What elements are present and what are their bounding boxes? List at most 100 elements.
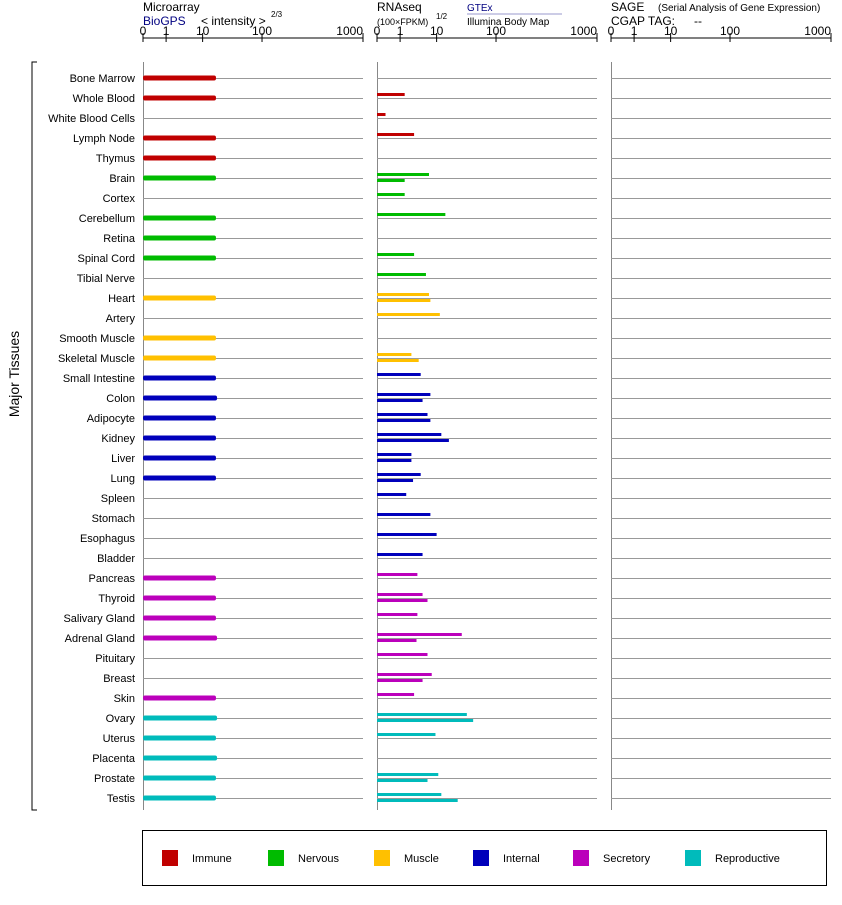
tissue-row: Testis: [107, 793, 458, 805]
rnaseq-bar: [377, 599, 428, 602]
legend-label: Immune: [192, 853, 232, 865]
rnaseq-bar: [377, 419, 431, 422]
rnaseq-bar: [377, 359, 419, 362]
microarray-bar: [143, 255, 216, 261]
legend-item-secretory: Secretory: [573, 850, 651, 866]
tissue-row: Kidney: [101, 433, 449, 445]
tissue-label: Lymph Node: [73, 133, 135, 145]
tissue-label: Salivary Gland: [63, 613, 135, 625]
microarray-bar: [143, 715, 218, 721]
microarray-tick-label: 100: [252, 24, 272, 38]
rnaseq-bar: [377, 353, 412, 356]
rnaseq-bar: [377, 613, 418, 616]
rnaseq-bar: [377, 439, 449, 442]
rnaseq-bar: [377, 293, 429, 296]
tissue-label: White Blood Cells: [48, 113, 135, 125]
microarray-bar: [143, 475, 216, 481]
tissue-row: Whole Blood: [73, 93, 405, 105]
microarray-bar: [143, 375, 216, 381]
legend-item-nervous: Nervous: [268, 850, 339, 866]
tissue-label: Ovary: [106, 713, 136, 725]
tissue-label: Pituitary: [95, 653, 135, 665]
tissue-row: Breast: [103, 673, 432, 685]
microarray-bar: [143, 455, 216, 461]
legend-label: Secretory: [603, 853, 651, 865]
rnaseq-bar: [377, 473, 421, 476]
rnaseq-bar: [377, 413, 428, 416]
tissue-row: Spleen: [101, 493, 407, 505]
tissue-label: Retina: [103, 233, 136, 245]
tissue-label: Thymus: [96, 153, 136, 165]
tissue-label: Heart: [108, 293, 135, 305]
tissue-label: Testis: [107, 793, 136, 805]
microarray-bar: [143, 295, 216, 301]
rnaseq-bar: [377, 213, 446, 216]
tissue-label: Brain: [109, 173, 135, 185]
tissue-label: Pancreas: [89, 573, 136, 585]
rnaseq-title: RNAseq: [377, 0, 422, 14]
rnaseq-bar: [377, 479, 414, 482]
legend-swatch: [268, 850, 284, 866]
sage-tick-label: 10: [664, 24, 678, 38]
microarray-unit: < intensity >: [201, 14, 266, 28]
tissue-label: Breast: [103, 673, 135, 685]
tissue-label: Stomach: [92, 513, 135, 525]
tissue-label: Skin: [114, 693, 135, 705]
microarray-source: BioGPS: [143, 14, 186, 28]
tissue-row: Skin: [114, 693, 415, 705]
rnaseq-bar: [377, 679, 423, 682]
sage-tick-label: 1000: [804, 24, 831, 38]
sage-subtitle: (Serial Analysis of Gene Expression): [658, 3, 820, 14]
microarray-panel: 0 1 10 100 1000: [140, 24, 364, 810]
tissue-row: Pancreas: [89, 573, 418, 585]
rnaseq-bar: [377, 299, 431, 302]
microarray-bar: [143, 695, 216, 701]
rnaseq-exponent: 1/2: [436, 12, 448, 21]
microarray-bar: [143, 595, 216, 601]
microarray-tick-label: 1: [163, 24, 170, 38]
microarray-tick-label: 0: [140, 24, 147, 38]
rnaseq-bar: [377, 733, 436, 736]
legend-item-muscle: Muscle: [374, 850, 439, 866]
rnaseq-panel: 0 1 10 100 1000: [374, 24, 598, 810]
legend-swatch: [473, 850, 489, 866]
tissue-label: Spinal Cord: [78, 253, 135, 265]
rnaseq-bar: [377, 173, 429, 176]
rnaseq-bar: [377, 533, 437, 536]
microarray-bar: [143, 175, 216, 181]
microarray-bar: [143, 215, 216, 221]
microarray-exponent: 2/3: [271, 10, 283, 19]
tissue-row: Adipocyte: [87, 413, 431, 425]
microarray-bar: [143, 135, 216, 141]
rnaseq-bar: [377, 459, 412, 462]
legend-swatch: [685, 850, 701, 866]
tissue-row: Cortex: [103, 193, 405, 205]
microarray-tick-label: 10: [196, 24, 210, 38]
tissue-label: Bladder: [97, 553, 135, 565]
rnaseq-bar: [377, 719, 474, 722]
rnaseq-bar: [377, 773, 439, 776]
tissue-label: Skeletal Muscle: [58, 353, 135, 365]
microarray-bar: [143, 755, 218, 761]
rnaseq-tick-label: 1: [397, 24, 404, 38]
rnaseq-bar: [377, 673, 432, 676]
rnaseq-bar: [377, 133, 415, 136]
rnaseq-bar: [377, 433, 442, 436]
tissue-label: Thyroid: [98, 593, 135, 605]
tissue-label: Esophagus: [80, 533, 136, 545]
tissue-row: Heart: [108, 293, 431, 305]
rnaseq-tick-label: 0: [374, 24, 381, 38]
rnaseq-tick-label: 1000: [570, 24, 597, 38]
microarray-bar: [143, 395, 218, 401]
legend-label: Reproductive: [715, 853, 780, 865]
rnaseq-bar: [377, 793, 442, 796]
tissue-label: Placenta: [92, 753, 136, 765]
sage-tick-label: 100: [720, 24, 740, 38]
tissue-label: Cortex: [103, 193, 136, 205]
rnaseq-bar: [377, 373, 421, 376]
rnaseq-bar: [377, 639, 417, 642]
rnaseq-bar: [377, 253, 415, 256]
rnaseq-bar: [377, 273, 426, 276]
y-group-bracket: [31, 61, 37, 811]
